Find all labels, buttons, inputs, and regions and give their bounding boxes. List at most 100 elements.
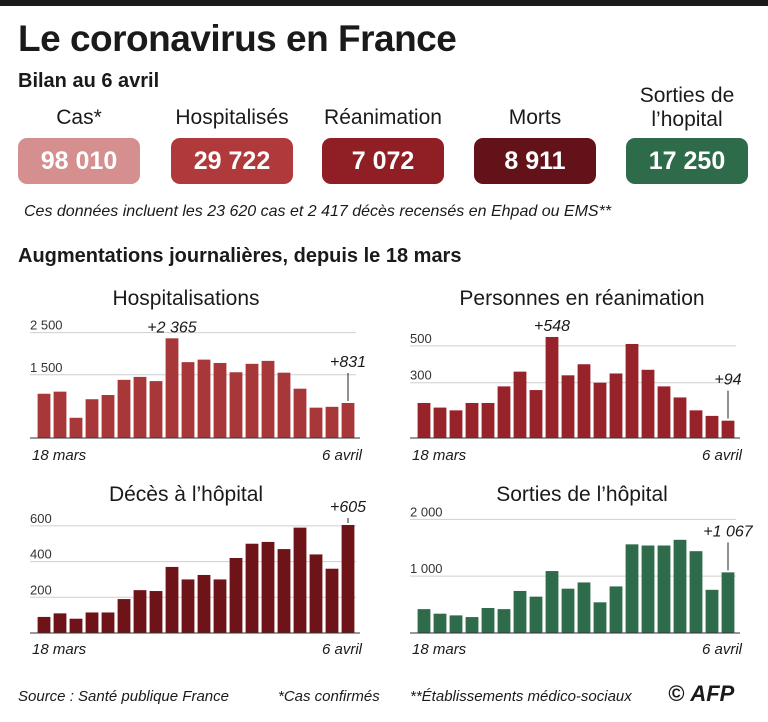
bar	[497, 386, 511, 438]
bar	[529, 596, 543, 633]
chart-title-deces: Décès à l’hôpital	[108, 483, 264, 506]
bar	[309, 554, 323, 633]
bar	[721, 420, 735, 438]
bar	[433, 407, 447, 438]
bar	[149, 381, 163, 438]
bar	[513, 590, 527, 633]
bar	[277, 372, 291, 438]
bar	[53, 613, 67, 633]
page-subtitle: Bilan au 6 avril	[18, 70, 160, 92]
bar	[625, 343, 639, 438]
copyright-symbol: ©	[668, 681, 685, 706]
x-end-label: 6 avril	[322, 447, 363, 464]
bar	[705, 415, 719, 438]
data-label: +605	[330, 500, 366, 516]
bar	[465, 617, 479, 633]
bar	[545, 571, 559, 633]
bar	[481, 608, 495, 633]
bar	[625, 544, 639, 633]
bar	[545, 336, 559, 438]
data-label: +2 365	[147, 319, 196, 336]
y-tick-label: 500	[410, 331, 432, 346]
bar	[213, 362, 227, 438]
chart-title-reanimation: Personnes en réanimation	[459, 287, 705, 310]
stat-value-discharges: 17 250	[626, 138, 748, 184]
bar	[229, 558, 243, 633]
bar	[117, 379, 131, 438]
bar	[69, 618, 83, 633]
bar	[181, 362, 195, 438]
footer-source: Source : Santé publique France	[18, 688, 229, 705]
stat-value-hospitalized: 29 722	[171, 138, 293, 184]
bar	[593, 382, 607, 438]
bar	[721, 572, 735, 633]
bar	[561, 375, 575, 438]
data-label: +1 067	[703, 523, 753, 540]
bar	[657, 545, 671, 633]
section-title: Augmentations journalières, depuis le 18…	[18, 245, 462, 267]
bar	[673, 397, 687, 438]
y-tick-label: 300	[410, 368, 432, 383]
x-start-label: 18 mars	[412, 447, 467, 464]
bar	[433, 613, 447, 633]
bar	[229, 372, 243, 438]
afp-logo: © AFP	[668, 681, 734, 707]
x-start-label: 18 mars	[412, 641, 467, 658]
stat-value-deaths: 8 911	[474, 138, 596, 184]
bar	[37, 616, 51, 633]
x-end-label: 6 avril	[702, 641, 743, 658]
bar	[593, 602, 607, 633]
bar	[657, 386, 671, 438]
bar	[165, 566, 179, 633]
bar	[561, 588, 575, 633]
chart-sorties: 2 000 1 000 +1 067 18 mars 6 avril	[410, 504, 754, 658]
top-rule	[0, 0, 768, 6]
bar	[689, 410, 703, 438]
bar	[529, 390, 543, 438]
y-tick-label: 1 000	[410, 561, 443, 576]
bar	[481, 402, 495, 438]
bar	[609, 586, 623, 633]
bar	[101, 612, 115, 633]
bar	[261, 360, 275, 438]
x-start-label: 18 mars	[32, 641, 87, 658]
bar	[417, 609, 431, 633]
chart-deces: 600 400 200 +605 18 mars 6 avril	[30, 500, 366, 658]
bar	[117, 599, 131, 633]
bar	[53, 391, 67, 438]
stat-label-cases: Cas*	[56, 106, 102, 129]
bar	[277, 549, 291, 633]
data-label: +94	[714, 372, 741, 389]
stat-label-deaths: Morts	[508, 106, 562, 129]
stat-value-cases: 98 010	[18, 138, 140, 184]
x-end-label: 6 avril	[322, 641, 363, 658]
bar	[261, 541, 275, 633]
y-tick-label: 2 500	[30, 318, 63, 333]
data-label: +831	[330, 354, 366, 371]
bar	[449, 410, 463, 438]
bar	[705, 589, 719, 633]
stat-label-discharges: Sorties de l’hopital	[639, 84, 735, 131]
bar	[325, 406, 339, 438]
chart-title-sorties: Sorties de l’hôpital	[496, 483, 668, 506]
bar	[181, 579, 195, 633]
bar	[293, 388, 307, 438]
bar	[449, 615, 463, 633]
bar	[197, 359, 211, 438]
page-title: Le coronavirus en France	[18, 18, 457, 59]
bar	[85, 612, 99, 633]
stat-label-icu: Réanimation	[324, 106, 442, 129]
x-end-label: 6 avril	[702, 447, 743, 464]
y-tick-label: 400	[30, 547, 52, 562]
bar	[133, 590, 147, 633]
bar	[293, 527, 307, 633]
bar	[577, 364, 591, 438]
stat-label-hospitalized: Hospitalisés	[175, 106, 289, 129]
bar	[101, 395, 115, 438]
chart-title-hospitalisations: Hospitalisations	[112, 287, 260, 310]
stat-value-icu: 7 072	[322, 138, 444, 184]
bar	[69, 417, 83, 438]
footer-note-cases: *Cas confirmés	[278, 688, 380, 705]
bar	[689, 551, 703, 633]
bar	[85, 399, 99, 438]
